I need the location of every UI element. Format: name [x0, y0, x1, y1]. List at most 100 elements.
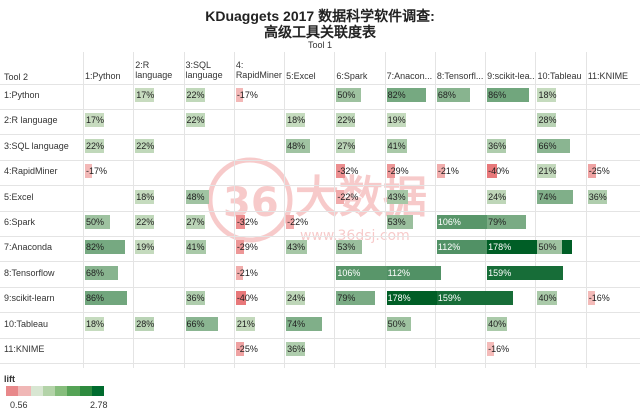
column-divider [133, 52, 135, 368]
row-header: 4:RapidMiner [4, 166, 58, 177]
heatmap-cell[interactable]: -16% [487, 342, 510, 356]
column-divider [535, 52, 537, 368]
row-divider [0, 134, 640, 136]
heatmap-cell[interactable]: 19% [386, 113, 406, 128]
row-header: 8:Tensorflow [4, 267, 55, 278]
heatmap-cell[interactable]: -40% [487, 164, 510, 179]
heatmap-cell[interactable]: -32% [336, 164, 359, 179]
heatmap-cell[interactable]: 22% [185, 113, 205, 128]
heatmap-cell[interactable]: 106% [436, 215, 488, 229]
heatmap-cell[interactable]: 41% [185, 240, 206, 255]
heatmap-cell[interactable]: 112% [386, 265, 441, 280]
heatmap-cell[interactable]: 18% [537, 88, 557, 102]
column-header: 7:Anacon... [386, 71, 433, 81]
heatmap-cell[interactable]: 28% [135, 316, 155, 331]
legend-max-label: 2.78 [90, 400, 108, 410]
heatmap-cell[interactable]: 17% [135, 88, 155, 102]
heatmap-cell[interactable]: 43% [286, 240, 308, 255]
heatmap-cell[interactable]: 50% [537, 240, 563, 255]
column-divider [83, 52, 84, 368]
header-divider [0, 84, 640, 85]
heatmap-cell[interactable]: 86% [85, 291, 127, 306]
heatmap-cell[interactable]: 28% [537, 113, 557, 128]
heatmap-cell[interactable]: 48% [185, 189, 210, 204]
heatmap-cell[interactable]: 40% [487, 316, 508, 331]
heatmap-cell[interactable]: 50% [386, 316, 412, 331]
heatmap-cell[interactable]: 53% [386, 215, 413, 229]
column-header: 3:SQL language [185, 60, 223, 80]
row-header: 3:SQL language [4, 140, 69, 151]
heatmap-cell[interactable]: 40% [537, 291, 558, 306]
column-divider [434, 52, 436, 368]
heatmap-cell[interactable]: 66% [537, 138, 570, 153]
heatmap-cell[interactable]: 68% [85, 265, 119, 280]
heatmap-cell[interactable]: -40% [235, 291, 258, 306]
column-divider [284, 52, 286, 368]
heatmap-cell[interactable]: 36% [487, 138, 507, 153]
heatmap-cell[interactable]: 82% [386, 88, 427, 102]
heatmap-cell[interactable]: 27% [185, 215, 205, 229]
heatmap-cell[interactable]: 159% [436, 291, 514, 306]
row-header: 2:R language [4, 115, 58, 126]
heatmap-cell[interactable]: 112% [436, 240, 491, 255]
heatmap-cell[interactable]: 22% [135, 138, 155, 153]
heatmap-cell[interactable]: -32% [235, 215, 258, 229]
chart-title-line2: 高级工具关联度表 [264, 24, 376, 40]
heatmap-cell[interactable]: 86% [487, 88, 529, 102]
heatmap-cell[interactable]: 68% [436, 88, 471, 102]
heatmap-cell[interactable]: 24% [487, 189, 507, 204]
heatmap-cell[interactable]: -22% [336, 189, 359, 204]
heatmap-cell[interactable]: 66% [185, 316, 218, 331]
row-divider [0, 109, 640, 110]
heatmap-cell[interactable]: -29% [386, 164, 409, 179]
heatmap-cell[interactable]: 36% [587, 189, 607, 204]
heatmap-cell[interactable]: 17% [85, 113, 105, 128]
heatmap-cell[interactable]: 18% [286, 113, 306, 128]
heatmap-cell[interactable]: 22% [185, 88, 205, 102]
heatmap-cell[interactable]: 106% [336, 265, 388, 280]
heatmap-cell[interactable]: -22% [286, 215, 309, 229]
column-axis-title: Tool 1 [307, 40, 333, 50]
column-divider [384, 52, 386, 368]
heatmap-cell[interactable]: 82% [85, 240, 125, 255]
heatmap-cell[interactable]: -21% [235, 265, 258, 280]
row-header: 11:KNIME [4, 344, 45, 354]
heatmap-cell[interactable]: 22% [336, 113, 356, 128]
heatmap-cell[interactable]: 27% [336, 138, 356, 153]
heatmap-cell[interactable]: -16% [587, 291, 610, 306]
heatmap-cell[interactable]: 79% [336, 291, 375, 306]
heatmap-cell[interactable]: -25% [235, 342, 258, 356]
heatmap-cell[interactable]: 36% [286, 342, 306, 356]
heatmap-cell[interactable]: 18% [85, 316, 105, 331]
heatmap-cell[interactable]: -21% [436, 164, 459, 179]
heatmap-cell[interactable]: 24% [286, 291, 306, 306]
column-header: 10:Tableau [537, 71, 582, 81]
heatmap-cell[interactable]: 21% [235, 316, 255, 331]
heatmap-cell[interactable]: -17% [235, 88, 258, 102]
heatmap-cell[interactable]: 43% [386, 189, 408, 204]
heatmap-cell[interactable]: 19% [135, 240, 155, 255]
heatmap-cell[interactable]: -17% [85, 164, 108, 179]
heatmap-cell[interactable]: 53% [336, 240, 363, 255]
heatmap-cell[interactable]: 36% [185, 291, 205, 306]
heatmap-cell[interactable]: 18% [135, 189, 155, 204]
column-header: 1:Python [85, 71, 121, 81]
heatmap-cell[interactable]: 22% [85, 138, 105, 153]
heatmap-cell[interactable]: 50% [85, 215, 110, 229]
heatmap-cell[interactable]: 74% [537, 189, 574, 204]
heatmap-cell[interactable]: 41% [386, 138, 407, 153]
row-divider [0, 159, 640, 161]
heatmap-cell[interactable]: -25% [587, 164, 610, 179]
heatmap-cell[interactable]: 21% [537, 164, 557, 179]
row-divider [0, 236, 640, 237]
heatmap-cell[interactable]: 22% [135, 215, 155, 229]
column-divider [485, 52, 487, 368]
heatmap-cell[interactable]: 79% [487, 215, 526, 229]
heatmap-cell[interactable]: 48% [286, 138, 310, 153]
heatmap-cell[interactable]: -29% [235, 240, 258, 255]
heatmap-cell[interactable]: 159% [487, 265, 564, 280]
heatmap-cell[interactable]: 74% [286, 316, 323, 331]
heatmap-cell[interactable]: 50% [336, 88, 361, 102]
row-divider [0, 363, 640, 364]
